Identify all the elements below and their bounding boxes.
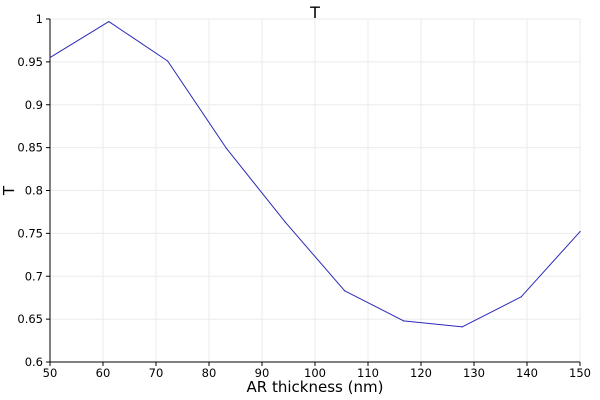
x-tick-label: 70 [149,366,164,380]
y-tick-label: 0.75 [17,226,43,240]
x-tick-label: 50 [43,366,58,380]
y-tick-label: 0.6 [25,355,43,369]
y-tick-label: 1 [36,12,43,26]
x-tick-label: 130 [463,366,485,380]
y-tick-label: 0.85 [17,141,43,155]
tick-labels: 50 60 70 80 90 100 110 120 130 140 150 0.6 0.65 0.7 0.… [17,12,591,380]
y-tick-label: 0.65 [17,312,43,326]
y-tick-label: 0.7 [25,269,43,283]
data-point [579,231,581,233]
y-tick-label: 0.95 [17,55,43,69]
x-tick-label: 60 [96,366,111,380]
y-tick-label: 0.9 [25,98,43,112]
data-point [520,296,522,298]
data-point [344,290,346,292]
grid [50,18,581,362]
y-axis-label: T [0,185,18,196]
x-tick-label: 150 [569,366,591,380]
data-point [402,320,405,322]
y-tick-label: 0.8 [25,184,43,198]
data-point [225,147,228,150]
data-point [461,326,463,328]
axes [46,18,581,366]
series-line [49,21,581,328]
x-axis-label: AR thickness (nm) [247,378,384,396]
x-tick-label: 120 [410,366,432,380]
data-point [49,56,51,59]
data-point [284,221,286,223]
series-layer [49,20,581,328]
data-point [167,60,169,62]
data-point [108,20,110,23]
x-tick-label: 140 [516,366,538,380]
x-tick-label: 90 [255,366,270,380]
x-tick-label: 100 [304,366,326,380]
x-tick-label: 80 [202,366,217,380]
x-tick-label: 110 [357,366,379,380]
chart-title: T [309,3,320,22]
